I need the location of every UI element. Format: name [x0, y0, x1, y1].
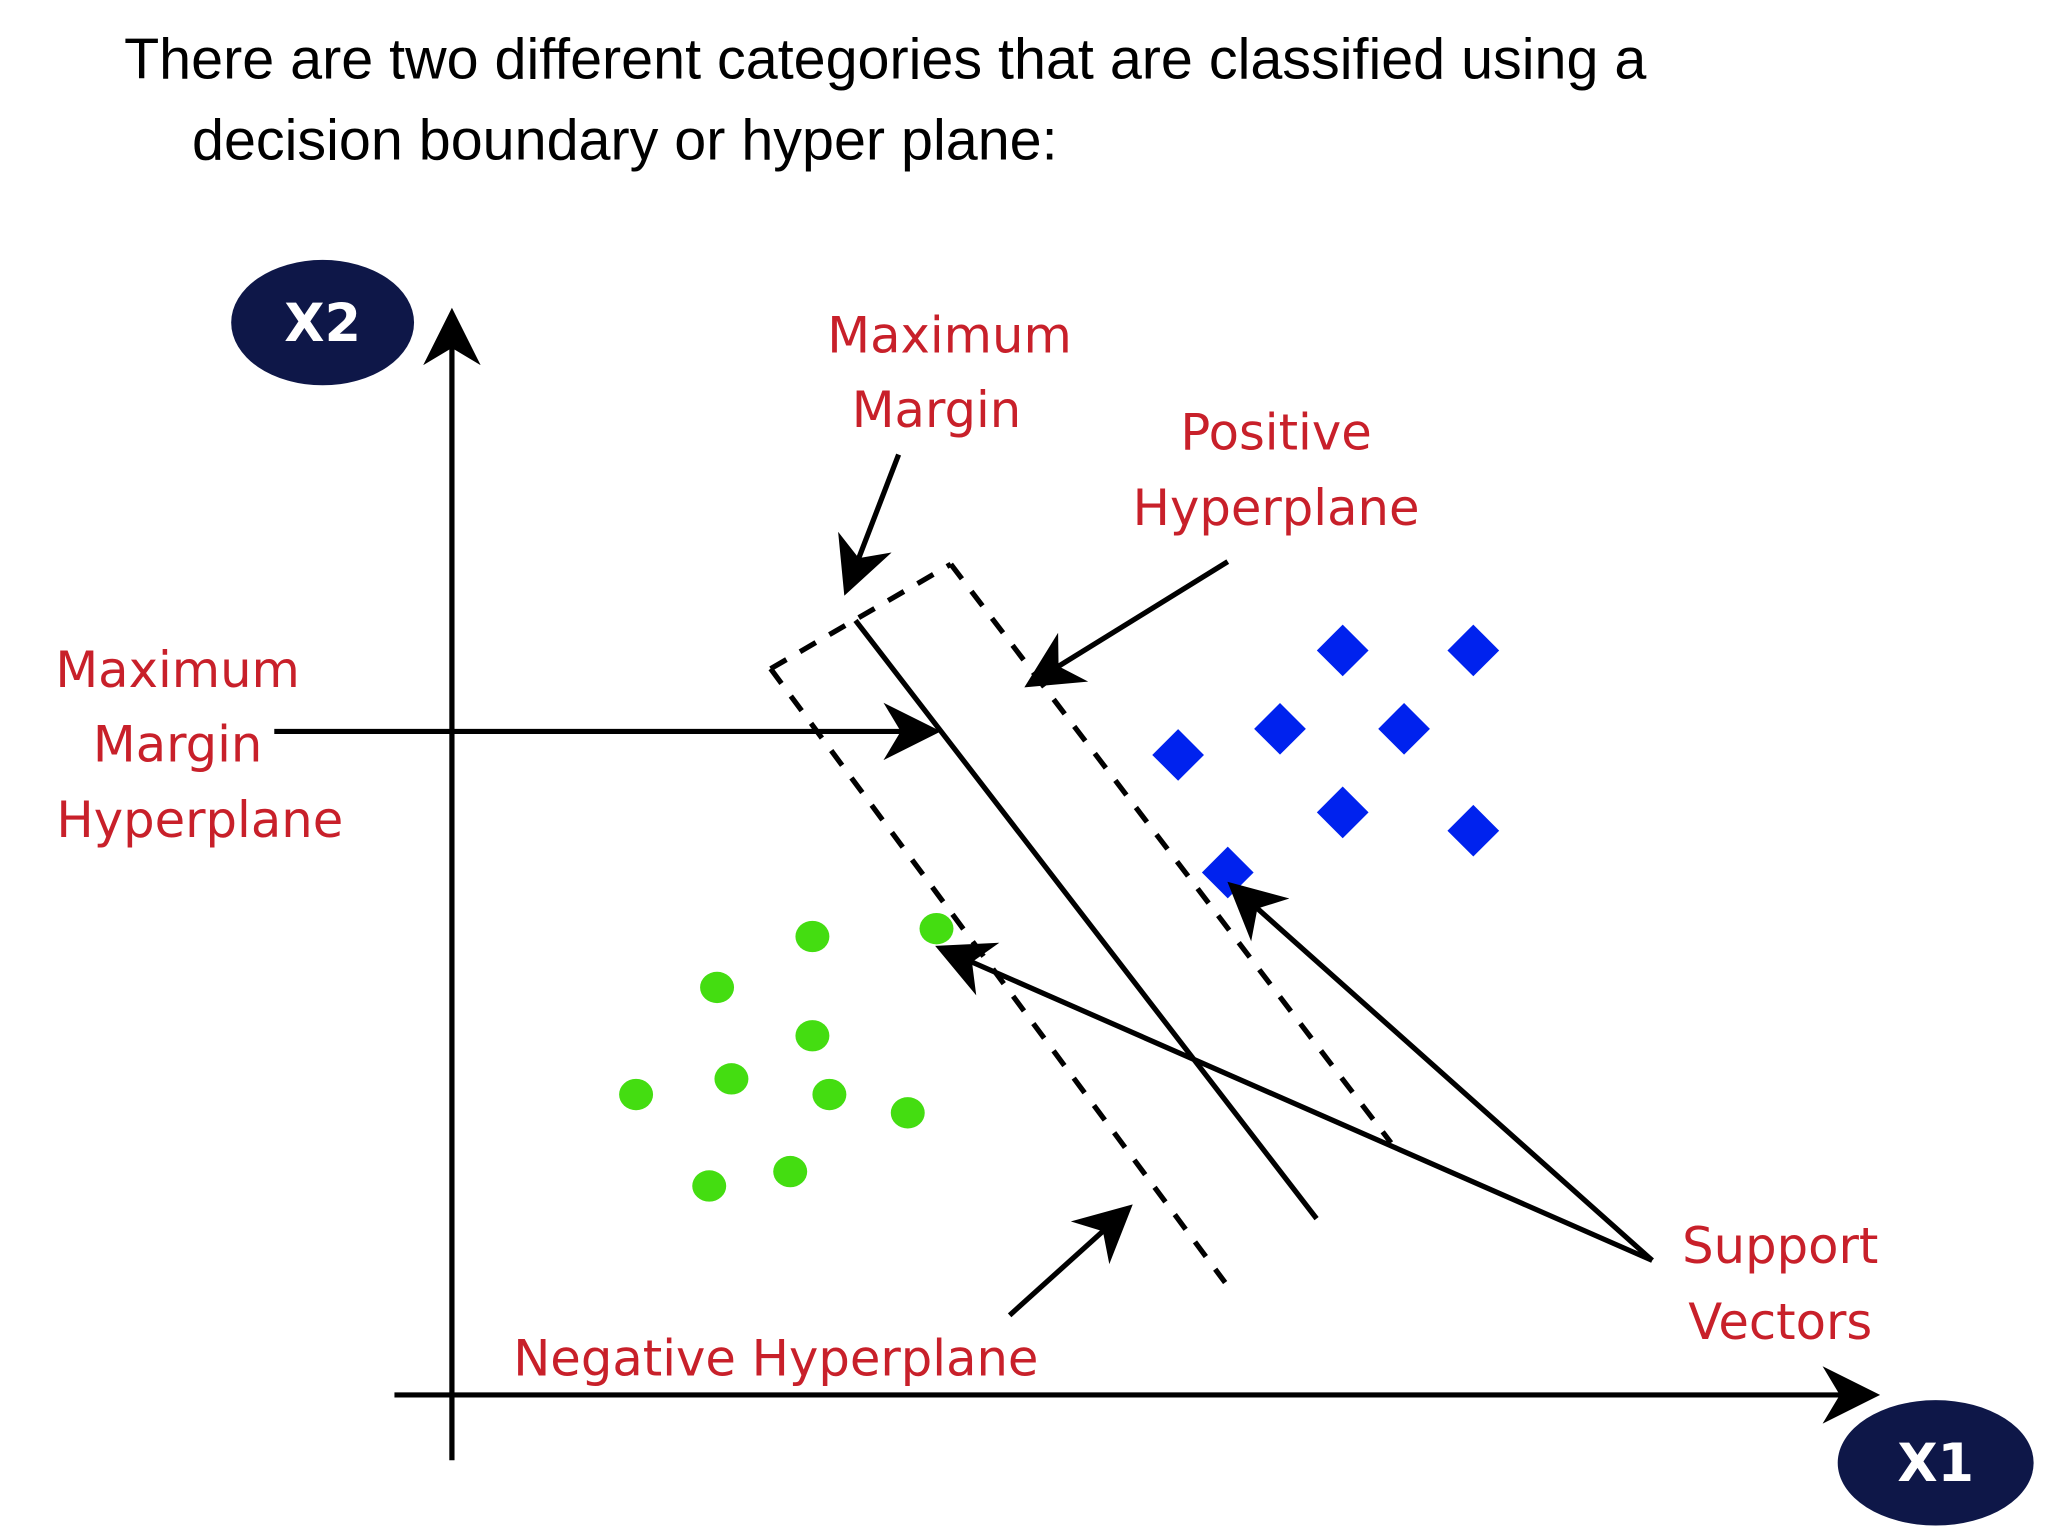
point	[773, 1155, 808, 1188]
point	[1201, 846, 1254, 899]
axis-badge	[1837, 1400, 2034, 1526]
axis-badge	[231, 259, 415, 386]
label: Vectors	[1688, 1293, 1872, 1351]
label: Support	[1682, 1217, 1878, 1275]
label: Margin	[852, 381, 1022, 439]
point	[795, 920, 830, 953]
label: Positive	[1180, 403, 1371, 461]
point	[919, 912, 954, 945]
label: Negative Hyperplane	[513, 1329, 1038, 1387]
point	[795, 1020, 830, 1052]
point	[1378, 702, 1430, 755]
point	[700, 971, 735, 1004]
label: Hyperplane	[56, 791, 343, 849]
label: Hyperplane	[1133, 479, 1420, 537]
x-axis-label: X1	[1897, 1434, 1974, 1494]
pointer-arrow	[1007, 1204, 1133, 1318]
point	[1447, 624, 1500, 677]
pointer-arrow	[1227, 881, 1654, 1263]
heading-line: decision boundary or hyper plane:	[192, 108, 1058, 172]
label: Maximum	[827, 307, 1072, 365]
pointer-arrow	[935, 942, 1654, 1263]
point	[1316, 624, 1369, 677]
pointer-arrow	[838, 453, 902, 596]
heading-line: There are two different categories that …	[124, 27, 1646, 91]
y-axis-label: X2	[284, 294, 361, 354]
negative-class	[619, 912, 954, 1202]
point	[692, 1170, 727, 1202]
point	[714, 1063, 749, 1095]
point	[1316, 786, 1369, 839]
positive-class	[1152, 624, 1500, 899]
point	[619, 1078, 654, 1111]
point	[890, 1097, 925, 1129]
margin-edge	[769, 561, 953, 671]
point	[812, 1078, 847, 1111]
pointer-arrow	[1024, 559, 1230, 688]
point	[1152, 729, 1204, 781]
label: Margin	[93, 715, 263, 773]
label: Maximum	[55, 641, 300, 699]
point	[1447, 804, 1500, 857]
point	[1254, 702, 1306, 755]
